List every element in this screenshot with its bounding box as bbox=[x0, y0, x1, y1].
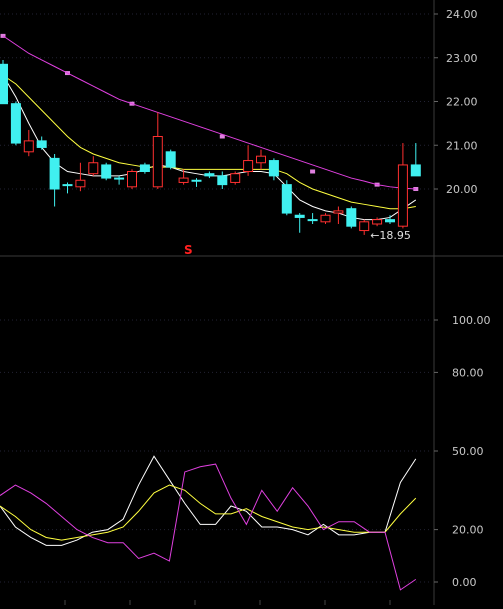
price-ma-line bbox=[2, 35, 416, 190]
candle-down bbox=[217, 175, 228, 186]
top-y-tick-label: 20.00 bbox=[446, 183, 478, 196]
top-y-tick-label: 24.00 bbox=[446, 8, 478, 21]
candle-up bbox=[359, 221, 370, 232]
candle-up bbox=[88, 162, 99, 175]
indicator-line bbox=[0, 455, 417, 546]
candle-down bbox=[204, 173, 215, 177]
candle-up bbox=[75, 179, 86, 188]
candle-up bbox=[178, 177, 189, 183]
price-moving-averages bbox=[0, 33, 419, 221]
indicator-line bbox=[0, 484, 417, 541]
ma-marker bbox=[310, 169, 316, 174]
candle-down bbox=[10, 103, 21, 144]
candle-down bbox=[268, 160, 279, 177]
candle-down bbox=[346, 208, 357, 227]
top-y-tick-label: 22.00 bbox=[446, 96, 478, 109]
top-y-tick-label: 21.00 bbox=[446, 139, 478, 152]
candle-up bbox=[243, 160, 254, 172]
price-ma-line bbox=[2, 74, 416, 210]
candle-down bbox=[114, 177, 125, 180]
candle-up bbox=[333, 210, 344, 214]
candle-down bbox=[281, 184, 292, 214]
candle-down bbox=[62, 184, 73, 187]
price-candles bbox=[0, 59, 421, 235]
candle-up bbox=[152, 136, 163, 188]
indicator-lines bbox=[0, 455, 417, 591]
candle-down bbox=[294, 214, 305, 218]
candle-up bbox=[397, 164, 408, 227]
indicator-line bbox=[0, 463, 417, 591]
bottom-y-tick-label: 20.00 bbox=[452, 524, 484, 537]
candle-down bbox=[139, 164, 150, 172]
min-price-annotation: ←18.95 bbox=[370, 229, 411, 242]
candle-up bbox=[23, 140, 34, 153]
candle-up bbox=[256, 155, 266, 164]
candle-down bbox=[410, 164, 421, 177]
candle-up bbox=[372, 219, 383, 225]
candle-down bbox=[0, 63, 8, 105]
bottom-y-tick-label: 0.00 bbox=[452, 576, 477, 589]
candle-down bbox=[49, 157, 60, 190]
candle-down bbox=[36, 140, 47, 148]
candle-down bbox=[101, 164, 112, 179]
bottom-y-tick-label: 100.00 bbox=[452, 314, 491, 327]
signal-marker-label: S bbox=[184, 243, 193, 257]
candle-down bbox=[191, 179, 202, 182]
price-ma-line bbox=[2, 74, 417, 221]
candle-up bbox=[230, 173, 241, 183]
top-y-tick-label: 23.00 bbox=[446, 52, 478, 65]
bottom-y-tick-label: 50.00 bbox=[452, 445, 484, 458]
ma-marker bbox=[219, 134, 225, 139]
candle-down bbox=[165, 151, 176, 168]
candle-up bbox=[320, 214, 331, 223]
candle-up bbox=[127, 171, 137, 188]
axis-labels: 24.00 23.00 22.00 21.00 20.00 100.00 80.00 50.0… bbox=[184, 8, 491, 589]
candle-down bbox=[307, 219, 318, 222]
bottom-y-tick-label: 80.00 bbox=[452, 366, 484, 379]
candle-down bbox=[385, 219, 395, 223]
